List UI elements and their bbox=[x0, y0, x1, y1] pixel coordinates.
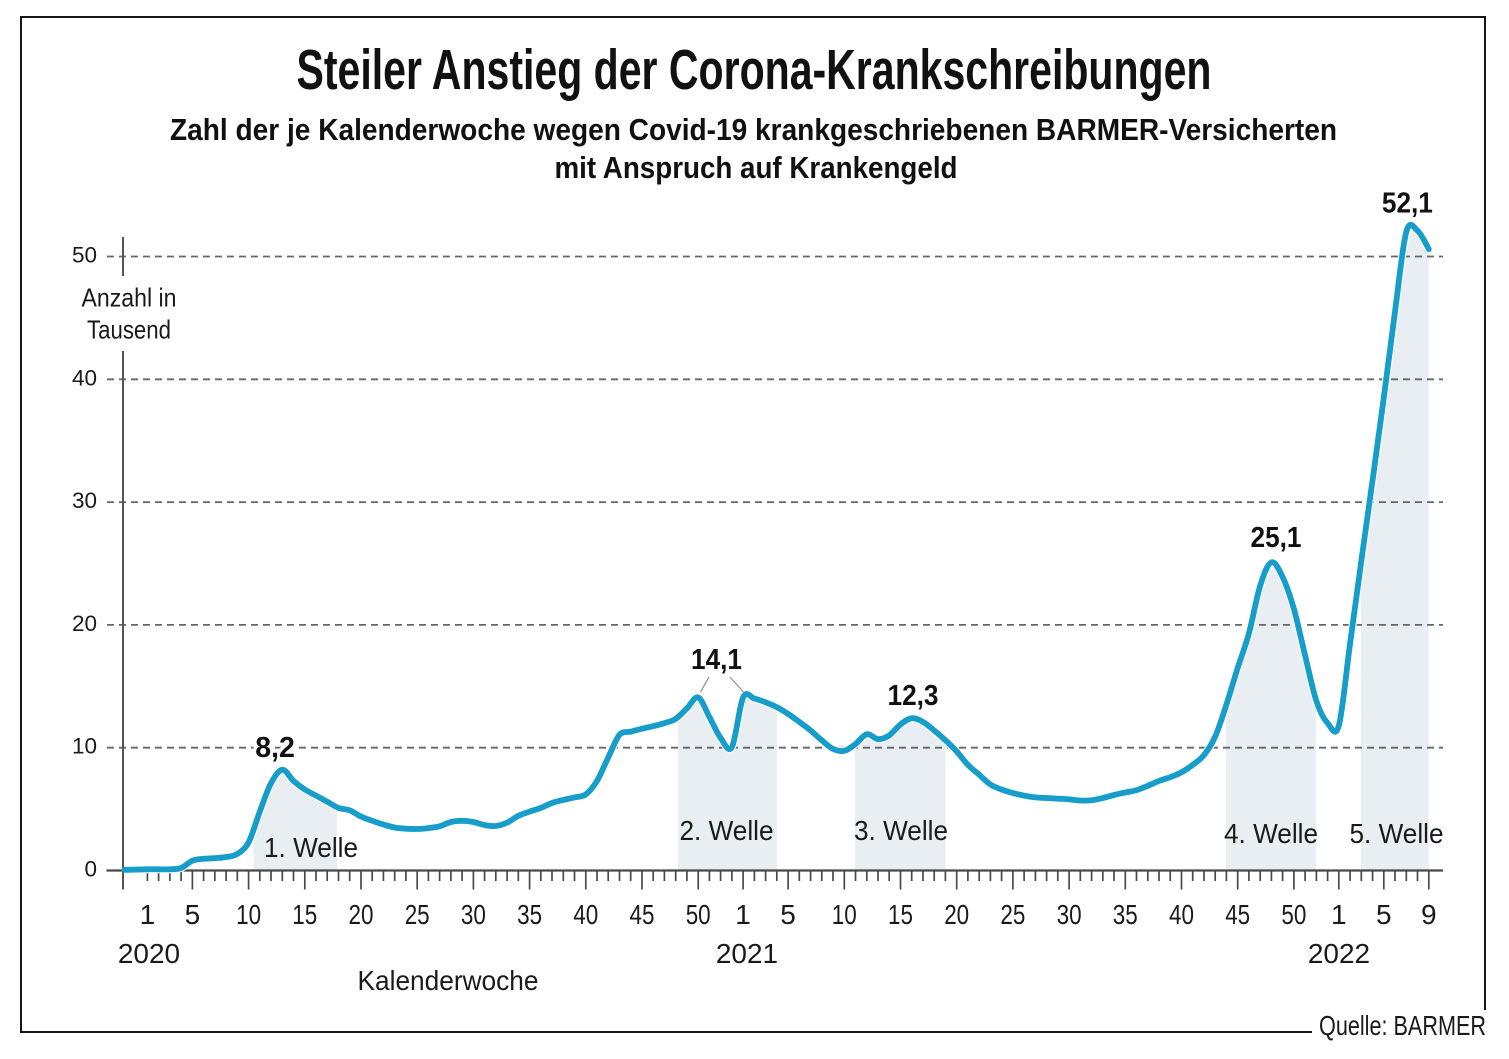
svg-text:mit Anspruch auf Krankengeld: mit Anspruch auf Krankengeld bbox=[555, 151, 958, 185]
svg-text:5: 5 bbox=[185, 899, 201, 930]
svg-text:5. Welle: 5. Welle bbox=[1350, 818, 1444, 849]
svg-text:40: 40 bbox=[72, 365, 97, 390]
svg-text:Zahl der je Kalenderwoche wege: Zahl der je Kalenderwoche wegen Covid-19… bbox=[170, 113, 1337, 147]
svg-text:5: 5 bbox=[1376, 899, 1392, 930]
svg-text:0: 0 bbox=[84, 857, 97, 882]
svg-text:30: 30 bbox=[72, 488, 97, 513]
svg-text:40: 40 bbox=[573, 899, 598, 930]
svg-text:15: 15 bbox=[292, 899, 317, 930]
svg-text:10: 10 bbox=[72, 734, 97, 759]
svg-text:50: 50 bbox=[1281, 899, 1306, 930]
svg-text:50: 50 bbox=[72, 243, 97, 268]
svg-text:10: 10 bbox=[832, 899, 857, 930]
svg-text:20: 20 bbox=[944, 899, 969, 930]
svg-text:8,2: 8,2 bbox=[255, 732, 295, 764]
svg-text:14,1: 14,1 bbox=[691, 644, 742, 676]
svg-text:15: 15 bbox=[888, 899, 913, 930]
svg-text:45: 45 bbox=[1225, 899, 1250, 930]
svg-text:50: 50 bbox=[686, 899, 711, 930]
svg-text:1: 1 bbox=[140, 899, 156, 930]
svg-text:Quelle: BARMER: Quelle: BARMER bbox=[1319, 1010, 1486, 1041]
svg-text:20: 20 bbox=[349, 899, 374, 930]
svg-text:Steiler Anstieg der Corona-Kra: Steiler Anstieg der Corona-Krankschreibu… bbox=[297, 38, 1212, 102]
svg-text:9: 9 bbox=[1421, 899, 1437, 930]
svg-text:20: 20 bbox=[72, 611, 97, 636]
svg-text:12,3: 12,3 bbox=[888, 680, 939, 712]
svg-text:25,1: 25,1 bbox=[1251, 522, 1302, 554]
svg-text:Kalenderwoche: Kalenderwoche bbox=[358, 965, 539, 996]
svg-text:40: 40 bbox=[1169, 899, 1194, 930]
svg-text:30: 30 bbox=[1057, 899, 1082, 930]
svg-text:Tausend: Tausend bbox=[87, 315, 171, 345]
svg-text:2021: 2021 bbox=[716, 938, 778, 969]
svg-text:3. Welle: 3. Welle bbox=[854, 815, 948, 846]
svg-text:52,1: 52,1 bbox=[1382, 188, 1433, 220]
svg-text:1: 1 bbox=[1331, 899, 1347, 930]
svg-text:10: 10 bbox=[236, 899, 261, 930]
svg-text:45: 45 bbox=[630, 899, 655, 930]
svg-text:30: 30 bbox=[461, 899, 486, 930]
svg-text:Anzahl in: Anzahl in bbox=[82, 283, 177, 313]
svg-text:2022: 2022 bbox=[1308, 938, 1370, 969]
svg-text:1: 1 bbox=[735, 899, 751, 930]
svg-text:35: 35 bbox=[517, 899, 542, 930]
svg-text:4. Welle: 4. Welle bbox=[1224, 818, 1318, 849]
svg-text:25: 25 bbox=[405, 899, 430, 930]
svg-text:5: 5 bbox=[780, 899, 796, 930]
svg-text:2. Welle: 2. Welle bbox=[680, 815, 774, 846]
svg-text:2020: 2020 bbox=[118, 938, 180, 969]
svg-text:35: 35 bbox=[1113, 899, 1138, 930]
svg-text:25: 25 bbox=[1000, 899, 1025, 930]
svg-text:1. Welle: 1. Welle bbox=[264, 832, 358, 863]
